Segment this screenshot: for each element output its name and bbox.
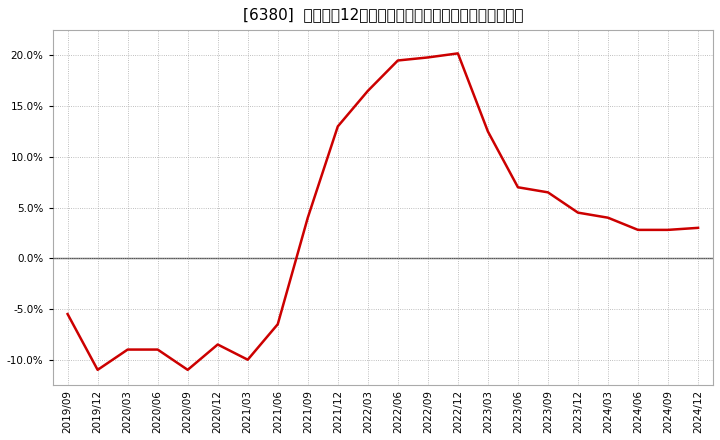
Title: [6380]  売上高の12か月移動合計の対前年同期増減率の推移: [6380] 売上高の12か月移動合計の対前年同期増減率の推移: [243, 7, 523, 22]
